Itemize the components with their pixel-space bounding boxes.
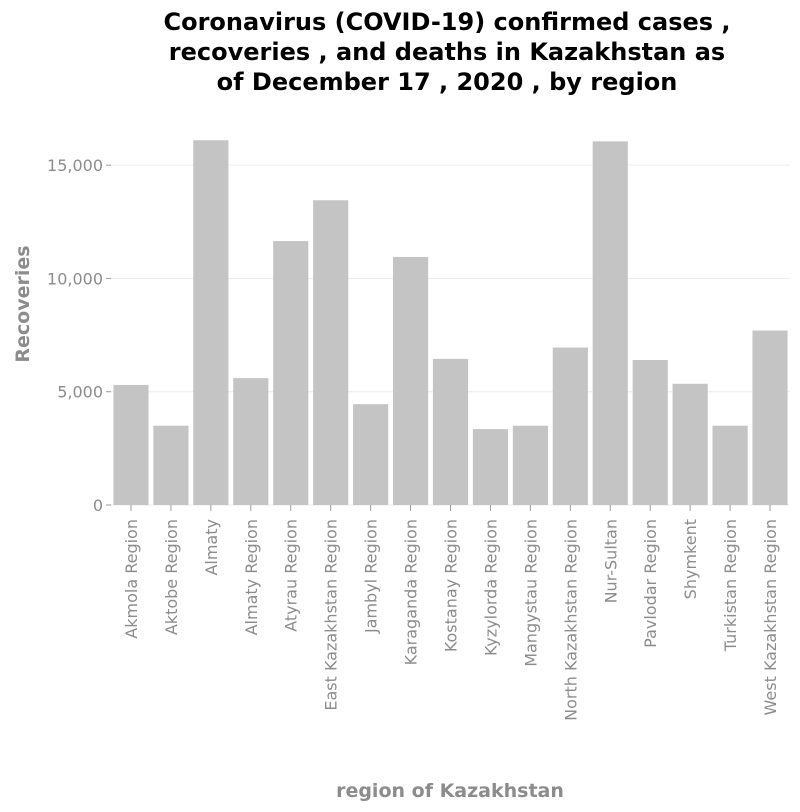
chart-title-line: of December 17 , 2020 , by region <box>217 68 678 96</box>
bar <box>193 140 229 505</box>
bar <box>233 378 269 505</box>
x-tick-label: Kyzylorda Region <box>481 519 500 656</box>
x-tick-label: Akmola Region <box>122 519 141 639</box>
bar <box>313 200 349 505</box>
x-tick-label: North Kazakhstan Region <box>561 519 580 721</box>
bar <box>552 347 588 505</box>
x-tick-label: Almaty <box>202 519 221 576</box>
x-tick-label: Shymkent <box>681 519 700 599</box>
bar <box>632 360 668 505</box>
x-tick-label: Kostanay Region <box>442 519 461 652</box>
x-tick-label: East Kazakhstan Region <box>322 519 341 711</box>
x-tick-label: Mangystau Region <box>521 519 540 667</box>
bar <box>353 404 389 505</box>
bar <box>472 429 509 505</box>
x-axis-label: region of Kazakhstan <box>336 780 564 802</box>
x-tick-label: Almaty Region <box>242 519 261 635</box>
bar <box>392 256 429 505</box>
bar <box>672 383 708 505</box>
chart-title-line: Coronavirus (COVID-19) confirmed cases , <box>163 8 730 36</box>
bar <box>432 358 469 505</box>
bar <box>273 241 309 505</box>
y-tick-label: 10,000 <box>47 269 103 288</box>
y-axis-label: Recoveries <box>12 245 34 362</box>
x-tick-label: Nur-Sultan <box>601 519 620 603</box>
x-tick-label: Pavlodar Region <box>641 519 660 648</box>
x-tick-label: Aktobe Region <box>162 519 181 635</box>
x-tick-label: Karaganda Region <box>402 519 421 665</box>
bar <box>153 425 189 505</box>
chart-title-line: recoveries , and deaths in Kazakhstan as <box>169 38 725 66</box>
y-tick-label: 0 <box>93 496 103 515</box>
bar <box>113 384 149 505</box>
bar <box>512 425 548 505</box>
x-tick-label: West Kazakhstan Region <box>761 519 780 715</box>
bar <box>592 141 628 506</box>
bar <box>752 330 788 505</box>
x-tick-label: Jambyl Region <box>362 519 381 634</box>
y-axis-ticks: 0 5,000 10,000 15,000 <box>47 156 111 515</box>
x-tick-label: Atyrau Region <box>282 519 301 632</box>
x-axis-ticks: Akmola Region Aktobe Region Almaty Almaty R… <box>122 505 780 721</box>
x-tick-label: Turkistan Region <box>721 519 740 652</box>
bars <box>113 140 788 506</box>
bar <box>712 425 748 505</box>
y-tick-label: 15,000 <box>47 156 103 175</box>
y-tick-label: 5,000 <box>57 383 103 402</box>
chart-title: Coronavirus (COVID-19) confirmed cases ,… <box>163 8 730 96</box>
